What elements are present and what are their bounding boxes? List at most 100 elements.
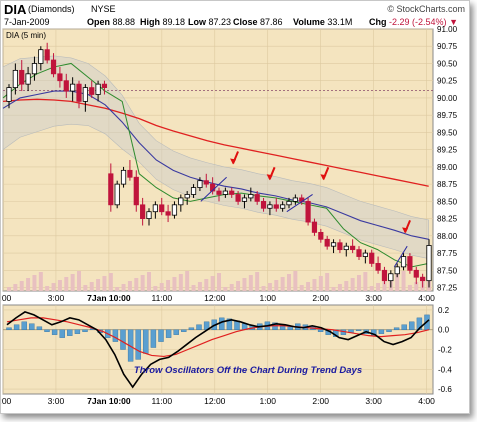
volume-bar	[7, 287, 11, 291]
volume-bar	[147, 272, 151, 291]
volume-bar	[153, 286, 158, 291]
price-y-tick-label: 87.25	[437, 284, 458, 293]
volume-bar	[337, 284, 342, 291]
volume-bar	[299, 285, 304, 291]
oscillator-x-tick-label: 2:00	[312, 396, 329, 406]
change-quote: Chg -2.29 (-2.54%) ▼	[369, 17, 458, 27]
candle-body	[190, 187, 197, 195]
histogram-bar	[416, 317, 423, 330]
candle-body	[375, 263, 381, 271]
histogram-bar	[112, 329, 119, 342]
candle-body	[235, 194, 241, 202]
chart-frame: DIA (Diamonds) NYSE © StockCharts.com 7-…	[0, 0, 470, 414]
histogram-bar	[82, 329, 88, 332]
candle-body	[330, 242, 337, 247]
price-y-tick-label: 90.25	[437, 77, 458, 86]
chart-canvas: 91.00 90.75 90.50 90.25 90.00 89.75 89.50 89.25…	[1, 25, 458, 406]
histogram-bar	[158, 329, 164, 342]
volume-bar	[350, 278, 355, 291]
signal-line	[6, 317, 430, 358]
candle-body	[229, 190, 235, 195]
close-quote: Close 87.86	[233, 17, 283, 27]
oscillator-x-tick-label: 4:00	[418, 396, 435, 406]
price-x-tick-label: 2:00	[312, 293, 329, 303]
volume-bar	[57, 280, 62, 291]
arrow-icon	[266, 166, 276, 181]
candle-body	[369, 252, 375, 264]
volume-bar	[77, 271, 81, 291]
candle-body	[6, 87, 12, 102]
volume-bar	[382, 280, 387, 291]
oscillator-annotation: Throw Oscillators Off the Chart During T…	[134, 365, 362, 376]
candle-body	[12, 69, 18, 89]
chart-date: 7-Jan-2009	[4, 17, 50, 27]
price-y-tick-label: 89.50	[437, 128, 458, 137]
price-panel: 91.00 90.75 90.50 90.25 90.00 89.75 89.50 89.25…	[1, 25, 458, 303]
oscillator-x-tick-label: 3:00	[365, 396, 382, 406]
candle-body	[318, 231, 324, 240]
candle-body	[350, 245, 356, 251]
volume-bar	[121, 284, 126, 291]
price-y-tick-label: 90.50	[437, 59, 458, 68]
histogram-bar	[386, 329, 392, 332]
candle-body	[197, 180, 203, 188]
ema-slow-line	[2, 98, 429, 187]
arrow-head	[402, 227, 409, 234]
candle-body	[82, 87, 88, 102]
candle-body	[292, 197, 298, 202]
histogram-bar	[29, 323, 35, 330]
price-y-tick-label: 88.25	[437, 215, 458, 224]
volume-bar	[223, 287, 228, 291]
candle-body	[407, 256, 413, 271]
trendline	[393, 245, 408, 268]
volume-bar	[306, 282, 311, 291]
volume-bar	[363, 272, 368, 291]
candle-body	[152, 204, 158, 213]
high-label: High	[140, 17, 160, 27]
volume-bar	[280, 277, 285, 291]
candle-body	[356, 249, 362, 257]
chart-symbol: DIA	[4, 2, 27, 17]
volume-bar	[178, 274, 183, 291]
candle-body	[394, 266, 400, 275]
volume-bar	[204, 279, 209, 291]
candle-body	[108, 173, 114, 206]
volume-bar	[236, 281, 241, 291]
candle-body	[426, 245, 432, 282]
histogram-bar	[135, 329, 141, 360]
volume-bar	[325, 273, 330, 291]
change-label: Chg	[369, 17, 387, 27]
volume-bar	[115, 287, 120, 291]
volume-bar	[32, 275, 37, 291]
histogram-bar	[219, 317, 225, 330]
volume-bar	[159, 283, 164, 291]
price-legend: DIA (5 min)	[6, 31, 46, 40]
volume-bar	[414, 282, 419, 291]
candle-body	[95, 83, 101, 95]
candle-body	[44, 49, 50, 61]
candle-body	[260, 200, 267, 209]
price-x-tick-label: 1:00	[259, 293, 276, 303]
volume-bar	[89, 282, 94, 291]
histogram-bar	[226, 318, 233, 330]
oscillator-y-tick-label: 0.2	[438, 306, 450, 315]
trendline	[200, 176, 227, 202]
volume-quote: Volume 33.1M	[293, 17, 352, 27]
histogram-bar	[36, 326, 43, 330]
candle-body	[120, 169, 127, 185]
candle-body	[286, 200, 292, 206]
candle-body	[159, 204, 165, 213]
arrow-icon	[402, 220, 411, 234]
volume-bar	[293, 271, 298, 291]
volume-bar	[331, 287, 336, 291]
volume-bar	[127, 281, 132, 291]
volume-bar	[344, 281, 349, 291]
oscillator-y-tick-label: -0.6	[438, 385, 452, 394]
candle-body	[280, 204, 286, 209]
volume-bar	[395, 274, 400, 291]
candle-body	[50, 59, 57, 75]
volume-bar	[70, 274, 75, 291]
volume-bar	[274, 280, 279, 291]
histogram-bar	[173, 329, 179, 335]
volume-bar	[287, 274, 291, 291]
